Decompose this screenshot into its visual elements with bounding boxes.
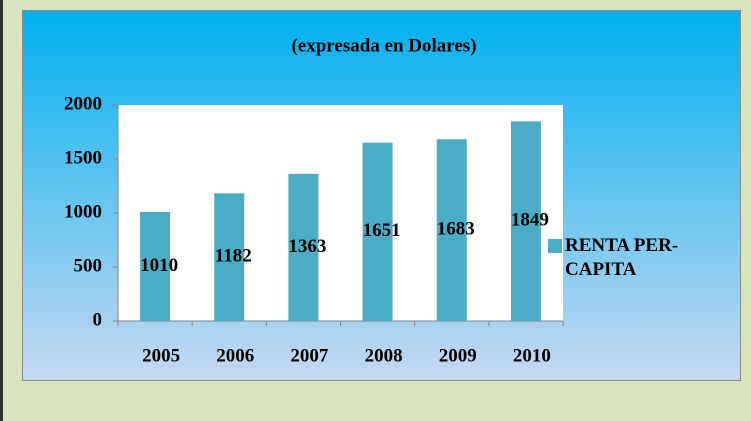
bar — [288, 173, 319, 321]
y-tick-label: 0 — [93, 309, 103, 330]
x-tick-label: 2008 — [365, 345, 403, 366]
plot-area — [118, 105, 563, 321]
y-tick-label: 500 — [74, 255, 103, 276]
data-label: 1849 — [511, 210, 549, 231]
legend-entry: RENTA PER-CAPITA — [565, 235, 679, 280]
x-tick-label: 2009 — [439, 345, 477, 366]
legend-swatch — [548, 239, 562, 253]
data-label: 1010 — [140, 255, 178, 276]
data-label: 1182 — [215, 246, 252, 267]
data-label: 1683 — [437, 218, 475, 239]
bar — [362, 142, 393, 321]
chart-title: (expresada en Dolares) — [291, 35, 476, 56]
data-label: 1363 — [288, 236, 326, 257]
x-tick-label: 2006 — [216, 345, 254, 366]
y-tick-label: 1000 — [64, 201, 102, 222]
x-tick-label: 2010 — [513, 345, 551, 366]
page-border — [0, 0, 3, 421]
y-tick-label: 1500 — [64, 147, 102, 168]
bar — [214, 193, 245, 321]
y-tick-label: 2000 — [64, 93, 102, 114]
x-tick-label: 2007 — [290, 345, 329, 366]
bar — [510, 121, 541, 321]
legend-label: RENTA PER-CAPITA — [565, 235, 679, 280]
x-tick-label: 2005 — [142, 345, 180, 366]
bar — [140, 211, 171, 321]
data-label: 1651 — [363, 220, 401, 241]
bar — [436, 139, 467, 321]
